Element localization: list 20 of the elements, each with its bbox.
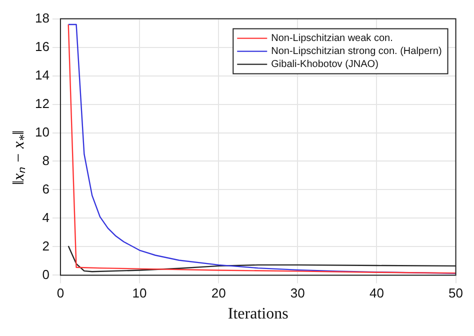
y-tick-label: 10 bbox=[34, 124, 50, 140]
x-tick-label: 10 bbox=[132, 286, 147, 301]
y-tick-label: 0 bbox=[42, 266, 50, 282]
y-tick-label: 6 bbox=[42, 181, 50, 196]
x-tick-label: 40 bbox=[369, 286, 384, 301]
legend-label: Non-Lipschitzian strong con. (Halpern) bbox=[271, 46, 442, 58]
y-tick-label: 16 bbox=[34, 38, 50, 54]
y-tick-label: 12 bbox=[34, 96, 50, 111]
y-tick-label: 14 bbox=[34, 67, 50, 82]
x-tick-label: 20 bbox=[211, 286, 226, 301]
y-tick-label: 4 bbox=[42, 210, 50, 225]
x-tick-label: 0 bbox=[56, 286, 64, 301]
x-axis-title: Iterations bbox=[228, 306, 288, 323]
y-tick-label: 8 bbox=[42, 152, 50, 168]
y-tick-label: 18 bbox=[34, 10, 50, 26]
x-tick-label: 50 bbox=[448, 286, 464, 301]
x-tick-label: 30 bbox=[290, 286, 305, 301]
legend-label: Gibali-Khobotov (JNAO) bbox=[271, 59, 378, 70]
y-tick-label: 2 bbox=[42, 238, 50, 254]
legend-label: Non-Lipschitzian weak con. bbox=[271, 33, 393, 44]
